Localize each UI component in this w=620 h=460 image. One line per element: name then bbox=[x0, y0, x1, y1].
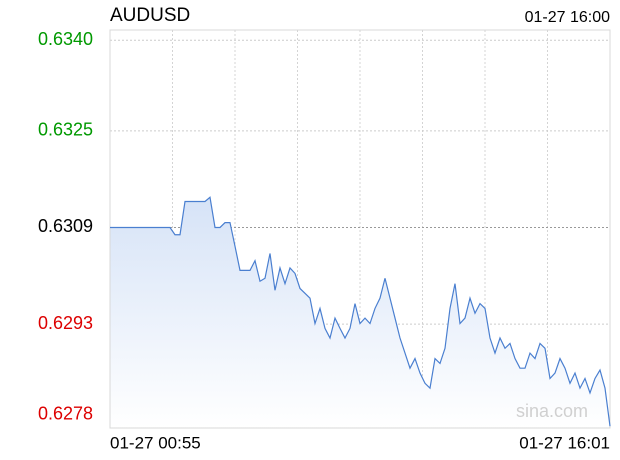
y-tick-label: 0.6278 bbox=[38, 403, 93, 423]
chart-title: AUDUSD bbox=[110, 5, 190, 26]
x-tick-label: 01-27 16:01 bbox=[519, 433, 610, 452]
y-tick-label: 0.6293 bbox=[38, 313, 93, 333]
watermark: sina.com bbox=[516, 401, 588, 421]
price-line bbox=[110, 196, 611, 427]
y-tick-label: 0.6340 bbox=[38, 29, 93, 49]
timestamp: 01-27 16:00 bbox=[525, 9, 611, 26]
plot-frame bbox=[109, 29, 611, 429]
x-tick-label: 01-27 00:55 bbox=[110, 433, 201, 452]
y-tick-label: 0.6309 bbox=[38, 216, 93, 236]
area bbox=[110, 197, 610, 428]
y-tick-label: 0.6325 bbox=[38, 120, 93, 140]
